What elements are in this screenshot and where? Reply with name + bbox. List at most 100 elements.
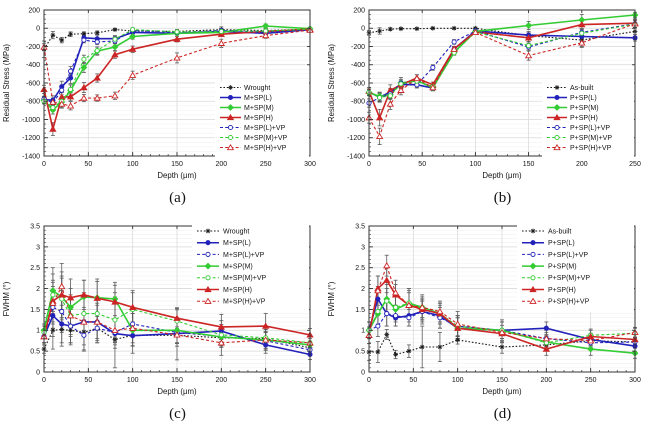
svg-text:50: 50 xyxy=(418,161,426,168)
svg-text:150: 150 xyxy=(171,161,183,168)
svg-text:0: 0 xyxy=(36,369,40,376)
chart-a-canvas: 0 50 100 150 200 250 300 200 0 -200 -400 -600 -800 -1… xyxy=(2,7,316,180)
svg-text:200: 200 xyxy=(215,377,227,384)
svg-text:FWHM (°): FWHM (°) xyxy=(327,281,336,316)
svg-text:250: 250 xyxy=(585,377,597,384)
svg-text:P+SP(M): P+SP(M) xyxy=(548,264,577,271)
svg-text:As-built: As-built xyxy=(570,85,593,92)
subplot-c: 0 50 100 150 200 250 300 0 0.5 1 1.5 2 2.5 3 3.5 Depth … xyxy=(0,216,325,432)
svg-text:M+SP(H): M+SP(H) xyxy=(223,287,252,294)
svg-text:100: 100 xyxy=(470,161,482,168)
svg-text:P+SP(H): P+SP(H) xyxy=(548,287,576,294)
subplot-b: 0 50 100 150 200 250 200 0 -200 -400 -600 -800 -1000… xyxy=(325,0,650,216)
svg-text:-1400: -1400 xyxy=(22,153,40,160)
chart-d-caption: (d) xyxy=(493,406,512,422)
svg-text:M+SP(H): M+SP(H) xyxy=(244,115,273,122)
svg-text:Depth (μm): Depth (μm) xyxy=(482,387,522,396)
svg-text:1.5: 1.5 xyxy=(355,307,365,314)
svg-text:50: 50 xyxy=(84,377,92,384)
svg-text:M+SP(L): M+SP(L) xyxy=(223,240,251,247)
svg-text:3.5: 3.5 xyxy=(355,223,365,230)
svg-text:P+SP(H): P+SP(H) xyxy=(570,115,598,122)
svg-text:M+SP(H)+VP: M+SP(H)+VP xyxy=(223,299,266,306)
svg-text:0: 0 xyxy=(42,161,46,168)
svg-text:50: 50 xyxy=(84,161,92,168)
svg-text:Depth (μm): Depth (μm) xyxy=(157,387,197,396)
chart-b-caption: (b) xyxy=(493,190,512,206)
svg-text:M+SP(H)+VP: M+SP(H)+VP xyxy=(244,145,287,152)
svg-text:0: 0 xyxy=(367,377,371,384)
svg-text:M+SP(L): M+SP(L) xyxy=(244,95,272,102)
chart-c-canvas: 0 50 100 150 200 250 300 0 0.5 1 1.5 2 2.5 3 3.5 Depth … xyxy=(2,223,316,396)
svg-text:0: 0 xyxy=(367,161,371,168)
svg-text:200: 200 xyxy=(353,7,365,14)
chart-c-caption: (c) xyxy=(169,406,186,422)
svg-text:Residual Stress (MPa): Residual Stress (MPa) xyxy=(2,44,11,122)
svg-text:2.5: 2.5 xyxy=(355,265,365,272)
svg-text:Wrought: Wrought xyxy=(244,85,270,92)
svg-text:100: 100 xyxy=(452,377,464,384)
svg-text:-400: -400 xyxy=(26,62,40,69)
svg-text:P+SP(H)+VP: P+SP(H)+VP xyxy=(570,145,612,152)
svg-text:-600: -600 xyxy=(351,80,365,87)
svg-text:-1400: -1400 xyxy=(347,153,365,160)
svg-text:300: 300 xyxy=(304,161,316,168)
svg-text:-1200: -1200 xyxy=(22,135,40,142)
svg-text:M+SP(M): M+SP(M) xyxy=(223,264,253,271)
svg-text:150: 150 xyxy=(523,161,535,168)
svg-text:-600: -600 xyxy=(26,80,40,87)
svg-text:2: 2 xyxy=(36,286,40,293)
svg-text:-200: -200 xyxy=(26,44,40,51)
svg-text:1: 1 xyxy=(36,328,40,335)
svg-text:M+SP(L)+VP: M+SP(L)+VP xyxy=(223,252,265,259)
svg-text:2: 2 xyxy=(361,286,365,293)
svg-text:3.5: 3.5 xyxy=(30,223,40,230)
svg-text:M+SP(M)+VP: M+SP(M)+VP xyxy=(223,275,267,282)
chart-b-canvas: 0 50 100 150 200 250 200 0 -200 -400 -600 -800 -1000… xyxy=(327,7,641,180)
svg-text:P+SP(L)+VP: P+SP(L)+VP xyxy=(548,252,588,259)
svg-text:P+SP(L): P+SP(L) xyxy=(570,95,597,102)
svg-text:0: 0 xyxy=(42,377,46,384)
svg-text:200: 200 xyxy=(215,161,227,168)
svg-text:M+SP(L)+VP: M+SP(L)+VP xyxy=(244,125,286,132)
svg-text:0: 0 xyxy=(361,369,365,376)
svg-text:200: 200 xyxy=(540,377,552,384)
subplot-d: 0 50 100 150 200 250 300 0 0.5 1 1.5 2 2.5 3 3.5 Depth … xyxy=(325,216,650,432)
svg-text:P+SP(M)+VP: P+SP(M)+VP xyxy=(548,275,590,282)
svg-text:-800: -800 xyxy=(26,99,40,106)
svg-text:As-built: As-built xyxy=(548,228,571,235)
svg-text:1.5: 1.5 xyxy=(30,307,40,314)
svg-text:300: 300 xyxy=(304,377,316,384)
svg-text:100: 100 xyxy=(127,377,139,384)
svg-text:-800: -800 xyxy=(351,99,365,106)
svg-text:0: 0 xyxy=(361,26,365,33)
svg-text:-1200: -1200 xyxy=(347,135,365,142)
svg-text:Residual Stress (MPa): Residual Stress (MPa) xyxy=(327,44,336,122)
svg-text:P+SP(H)+VP: P+SP(H)+VP xyxy=(548,299,590,306)
svg-text:100: 100 xyxy=(127,161,139,168)
svg-text:150: 150 xyxy=(496,377,508,384)
svg-text:0.5: 0.5 xyxy=(355,349,365,356)
svg-text:M+SP(M): M+SP(M) xyxy=(244,105,274,112)
svg-text:300: 300 xyxy=(629,377,641,384)
svg-text:0: 0 xyxy=(36,26,40,33)
svg-text:-1000: -1000 xyxy=(22,117,40,124)
svg-text:0.5: 0.5 xyxy=(30,349,40,356)
svg-text:P+SP(M): P+SP(M) xyxy=(570,105,599,112)
svg-text:1: 1 xyxy=(361,328,365,335)
svg-text:50: 50 xyxy=(409,377,417,384)
svg-text:150: 150 xyxy=(171,377,183,384)
svg-text:250: 250 xyxy=(629,161,641,168)
svg-text:Wrought: Wrought xyxy=(223,228,249,235)
svg-text:-400: -400 xyxy=(351,62,365,69)
svg-text:P+SP(L): P+SP(L) xyxy=(548,240,575,247)
svg-text:-200: -200 xyxy=(351,44,365,51)
svg-text:200: 200 xyxy=(576,161,588,168)
svg-text:P+SP(L)+VP: P+SP(L)+VP xyxy=(570,125,610,132)
svg-text:Depth (μm): Depth (μm) xyxy=(482,171,522,180)
svg-text:M+SP(M)+VP: M+SP(M)+VP xyxy=(244,135,288,142)
svg-text:250: 250 xyxy=(260,161,272,168)
svg-text:200: 200 xyxy=(28,7,40,14)
svg-text:FWHM (°): FWHM (°) xyxy=(2,281,11,316)
